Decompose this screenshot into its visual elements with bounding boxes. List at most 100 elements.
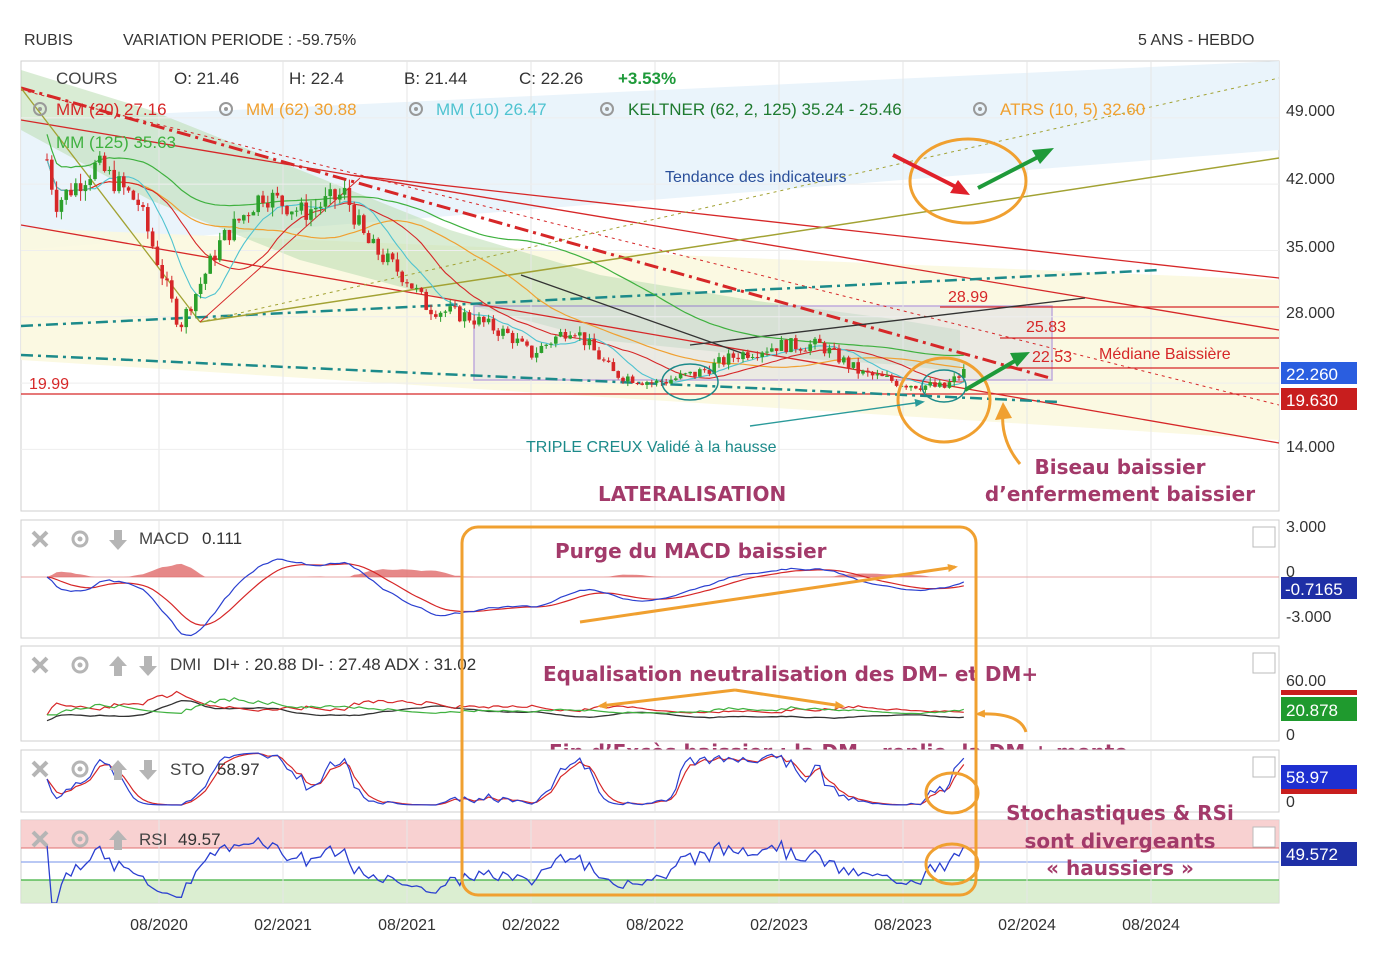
- dmi-checkbox[interactable]: [1252, 652, 1276, 674]
- legend-atrs[interactable]: ATRS (10, 5) 32.60: [1000, 100, 1145, 119]
- candle-body: [83, 185, 88, 192]
- legend-mm125[interactable]: MM (125) 35.63: [56, 133, 176, 152]
- candle-body: [366, 233, 371, 244]
- candle-body: [861, 370, 865, 374]
- candle-body: [150, 231, 155, 247]
- candle-body: [698, 369, 702, 377]
- legend-mm10[interactable]: MM (10) 26.47: [436, 100, 547, 119]
- candle-body: [184, 308, 188, 328]
- candle-body: [59, 199, 64, 212]
- trend-circle: [908, 137, 1028, 225]
- close-icon[interactable]: [31, 830, 49, 848]
- dmi-values: DI+ : 20.88 DI- : 27.48 ADX : 31.02: [213, 655, 476, 674]
- gear-icon[interactable]: [71, 530, 89, 548]
- candle-body: [827, 347, 832, 354]
- sto-panel[interactable]: STO 58.97 0 58.97: [20, 749, 1357, 815]
- dmi-panel[interactable]: DMI DI+ : 20.88 DI- : 27.48 ADX : 31.02 …: [20, 645, 1357, 744]
- dmi-label: DMI: [170, 655, 201, 674]
- candle-body: [54, 189, 59, 212]
- macd-histogram: [47, 563, 964, 577]
- candle-body: [338, 194, 342, 200]
- candle-body: [832, 347, 836, 349]
- candle-body: [904, 385, 908, 388]
- sto-axis-bottom: 0: [1286, 794, 1295, 811]
- candle-body: [525, 341, 529, 346]
- legend-open: O: 21.46: [174, 69, 239, 88]
- sto-k-line: [46, 752, 965, 806]
- upper-channel-line: [349, 174, 1279, 279]
- sto-current-badge: [1281, 765, 1357, 789]
- arrow-up-icon[interactable]: [109, 656, 127, 676]
- adx-line: [46, 699, 964, 722]
- legend-mm62[interactable]: MM (62) 30.88: [246, 100, 357, 119]
- sto-grid: [158, 750, 1152, 812]
- dmi-right-arrow: [734, 688, 845, 709]
- candle-body: [69, 189, 73, 196]
- gear-icon[interactable]: [71, 830, 89, 848]
- candle-body: [170, 280, 174, 299]
- rsi-checkbox[interactable]: [1252, 826, 1276, 848]
- left-level-label: 19.99: [29, 376, 69, 393]
- mediane-label: Médiane Baissière: [1099, 346, 1231, 363]
- legend-mm20[interactable]: MM (20) 27.16: [56, 100, 167, 119]
- gear-icon[interactable]: [600, 102, 614, 116]
- close-icon[interactable]: [31, 656, 49, 674]
- candle-body: [222, 230, 227, 241]
- candle-body: [93, 162, 97, 180]
- gear-icon[interactable]: [33, 102, 47, 116]
- trough-ellipse: [661, 363, 719, 401]
- candle-body: [131, 190, 136, 200]
- median-line: [21, 119, 1279, 331]
- price-tick: 49.000: [1286, 103, 1335, 120]
- mm20-line: [46, 159, 964, 383]
- candle-body: [693, 371, 697, 377]
- legend-keltner[interactable]: KELTNER (62, 2, 125) 35.24 - 25.46: [628, 100, 902, 119]
- red-arrow: [892, 153, 963, 192]
- candle-body: [491, 318, 496, 331]
- candle-body: [808, 344, 812, 351]
- gear-icon[interactable]: [409, 102, 423, 116]
- green-arrow-top-head: [1032, 148, 1054, 164]
- price-panel[interactable]: COURS O: 21.46 H: 22.4 B: 21.44 C: 22.26…: [20, 60, 1357, 512]
- rsi-panel[interactable]: RSI 49.57 49.572 Stochastiques & RSi son…: [20, 801, 1357, 904]
- candle-body: [664, 382, 668, 384]
- candle-body: [510, 332, 515, 344]
- close-icon[interactable]: [31, 530, 49, 548]
- dmi-grid: [158, 646, 1152, 741]
- price-annotations: Tendance des indicateurs 28.99 25.83 22.…: [29, 169, 1255, 506]
- sto-checkbox[interactable]: [1252, 756, 1276, 778]
- arrow-down-icon[interactable]: [139, 656, 157, 676]
- macd-checkbox[interactable]: [1252, 526, 1276, 548]
- arrow-down-icon[interactable]: [109, 530, 127, 550]
- candle-body: [194, 294, 198, 312]
- candle-body: [347, 187, 352, 205]
- candle-body: [789, 338, 793, 353]
- dmi-frame: [20, 645, 1280, 742]
- candle-body: [933, 382, 937, 387]
- candle-body: [558, 331, 563, 337]
- candle-body: [606, 360, 611, 363]
- candle-body: [837, 348, 841, 363]
- candle-body: [208, 255, 212, 274]
- lower-channel-line: [21, 224, 1279, 444]
- candle-body: [246, 215, 251, 217]
- candle-body: [506, 328, 510, 333]
- gear-icon[interactable]: [219, 102, 233, 116]
- gear-icon[interactable]: [71, 760, 89, 778]
- arrow-up-icon[interactable]: [109, 760, 127, 780]
- green-arrow-low-head: [1010, 352, 1030, 367]
- legend-cours[interactable]: COURS: [56, 69, 117, 88]
- price-tick: 28.000: [1286, 305, 1335, 322]
- candle-body: [314, 207, 318, 210]
- candle-body: [842, 357, 846, 363]
- arrow-down-icon[interactable]: [139, 760, 157, 780]
- period-label[interactable]: 5 ANS - HEBDO: [1138, 32, 1255, 49]
- arrow-up-icon[interactable]: [109, 830, 127, 850]
- macd-panel[interactable]: MACD 0.111 3.000 0 -3.000 -0.7165 Purge …: [20, 519, 1357, 639]
- macd-clipped: [21, 520, 1279, 638]
- close-icon[interactable]: [31, 760, 49, 778]
- gear-icon[interactable]: [973, 102, 987, 116]
- candle-body: [635, 382, 640, 384]
- gear-icon[interactable]: [71, 656, 89, 674]
